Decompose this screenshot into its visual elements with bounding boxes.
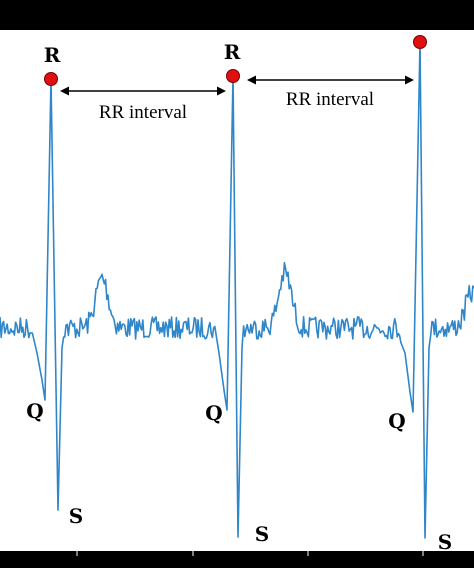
r-peak-marker-2 (226, 69, 240, 83)
q-label-1: Q (26, 399, 43, 423)
q-label-2: Q (205, 401, 222, 425)
r-label-1: R (44, 43, 61, 67)
arrowhead-left (247, 75, 256, 85)
rr-arrow-2 (247, 75, 414, 85)
s-label-3: S (438, 530, 452, 554)
arrowhead-right (405, 75, 414, 85)
bottom-ticks (76, 551, 424, 556)
q-label-3: Q (388, 409, 405, 433)
rr-arrow-1 (60, 86, 226, 96)
arrowhead-left (60, 86, 69, 96)
r-peak-marker-1 (44, 72, 58, 86)
arrowhead-right (217, 86, 226, 96)
s-label-1: S (69, 504, 83, 528)
ecg-trace (0, 41, 474, 539)
rr-interval-label-1: RR interval (99, 102, 187, 123)
rr-interval-label-2: RR interval (286, 89, 374, 110)
r-peak-marker-3 (413, 35, 427, 49)
r-label-2: R (224, 40, 241, 64)
r-label-3: R (414, 8, 431, 32)
s-label-2: S (255, 522, 269, 546)
